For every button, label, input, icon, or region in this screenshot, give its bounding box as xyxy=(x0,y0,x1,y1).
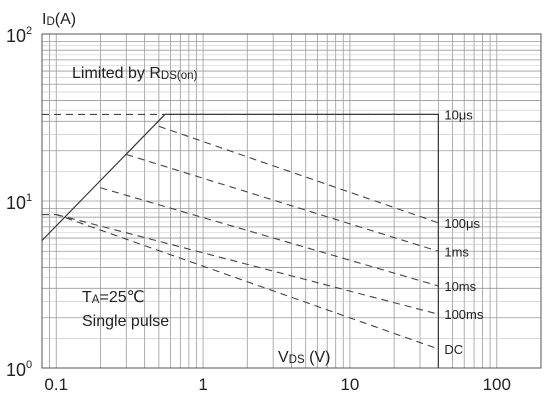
y-tick-label-2: 102 xyxy=(6,25,32,46)
y-tick-label-0: 100 xyxy=(6,359,32,380)
curves xyxy=(41,113,439,368)
annotation-rds-limit: Limited by RDS(on) xyxy=(72,65,198,82)
soa-boundary-line xyxy=(41,113,439,368)
labels: 10μs 100μs 1ms 10ms 100ms DC 0.1 1 10 100 100 101 10… xyxy=(6,11,511,394)
plot-frame xyxy=(41,33,542,369)
x-tick-label-0: 0.1 xyxy=(44,375,68,394)
limit-label-4: 100ms xyxy=(444,307,484,322)
limit-line-2 xyxy=(126,153,439,252)
limit-label-5: DC xyxy=(444,342,463,357)
y-tick-label-1: 101 xyxy=(6,192,32,213)
x-tick-label-3: 100 xyxy=(483,375,511,394)
limit-label-1: 100μs xyxy=(444,216,480,231)
limit-label-3: 10ms xyxy=(444,279,476,294)
limit-line-4 xyxy=(56,213,439,315)
limit-line-1 xyxy=(158,125,439,224)
y-axis-label: ID(A) xyxy=(42,11,76,28)
limit-line-5 xyxy=(42,213,439,350)
annotation-single-pulse: Single pulse xyxy=(82,313,169,330)
annotation-temperature: TA=25℃ xyxy=(82,289,145,306)
grid xyxy=(41,33,542,369)
limit-line-3 xyxy=(100,187,439,287)
limit-label-2: 1ms xyxy=(444,244,469,259)
x-axis-label: VDS (V) xyxy=(278,349,330,366)
x-tick-label-2: 10 xyxy=(340,375,359,394)
limit-label-0: 10μs xyxy=(444,107,473,122)
x-tick-label-1: 1 xyxy=(198,375,207,394)
